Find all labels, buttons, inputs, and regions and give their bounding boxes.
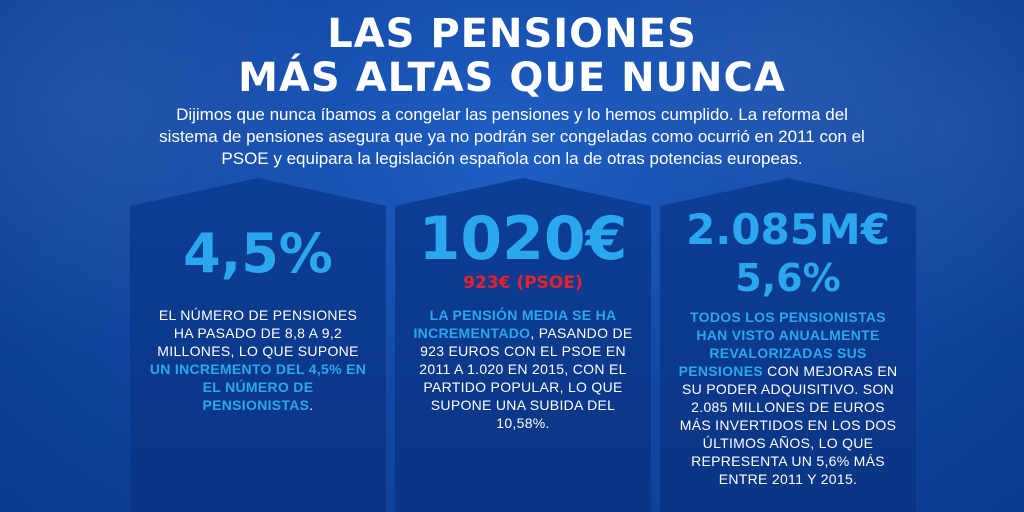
- stat-panel-average-pension: 1020€ 923€ (PSOE) LA PENSIÓN MEDIA SE HA…: [395, 178, 651, 512]
- stat-description: LA PENSIÓN MEDIA SE HA INCREMENTADO, PAS…: [413, 306, 633, 432]
- stat-comparison: 923€ (PSOE): [463, 273, 583, 293]
- stat-description: TODOS LOS PENSIONISTAS HAN VISTO ANUALME…: [678, 308, 898, 488]
- stat-value: 4,5%: [183, 222, 333, 285]
- description-text: EL NÚMERO DE PENSIONES HA PASADO DE 8,8 …: [157, 307, 359, 359]
- stat-value-percent: 5,6%: [735, 256, 841, 300]
- page-title: LAS PENSIONES MÁS ALTAS QUE NUNCA: [0, 12, 1024, 100]
- intro-paragraph: Dijimos que nunca íbamos a congelar las …: [159, 105, 865, 168]
- stat-panel-pensioners: 4,5% EL NÚMERO DE PENSIONES HA PASADO DE…: [130, 178, 386, 512]
- description-highlight: LA PENSIÓN MEDIA SE HA INCREMENTADO: [413, 307, 617, 341]
- stat-value: 2.085M€: [686, 205, 890, 254]
- title-line-2: MÁS ALTAS QUE NUNCA: [238, 55, 786, 101]
- description-highlight: UN INCREMENTO DEL 4,5% EN EL NÚMERO DE P…: [149, 361, 367, 413]
- title-line-1: LAS PENSIONES: [327, 11, 697, 57]
- description-highlight: TODOS LOS PENSIONISTAS HAN VISTO ANUALME…: [678, 309, 886, 379]
- description-text: CON MEJORAS EN SU PODER ADQUISITIVO. SON…: [679, 363, 898, 487]
- stat-value: 1020€: [418, 204, 628, 274]
- stat-description: EL NÚMERO DE PENSIONES HA PASADO DE 8,8 …: [148, 306, 368, 414]
- description-text: , PASANDO DE 923 EUROS CON EL PSOE EN 20…: [419, 325, 633, 431]
- stat-panel-revaluation: 2.085M€ 5,6% TODOS LOS PENSIONISTAS HAN …: [660, 178, 916, 512]
- description-text-end: .: [309, 397, 314, 413]
